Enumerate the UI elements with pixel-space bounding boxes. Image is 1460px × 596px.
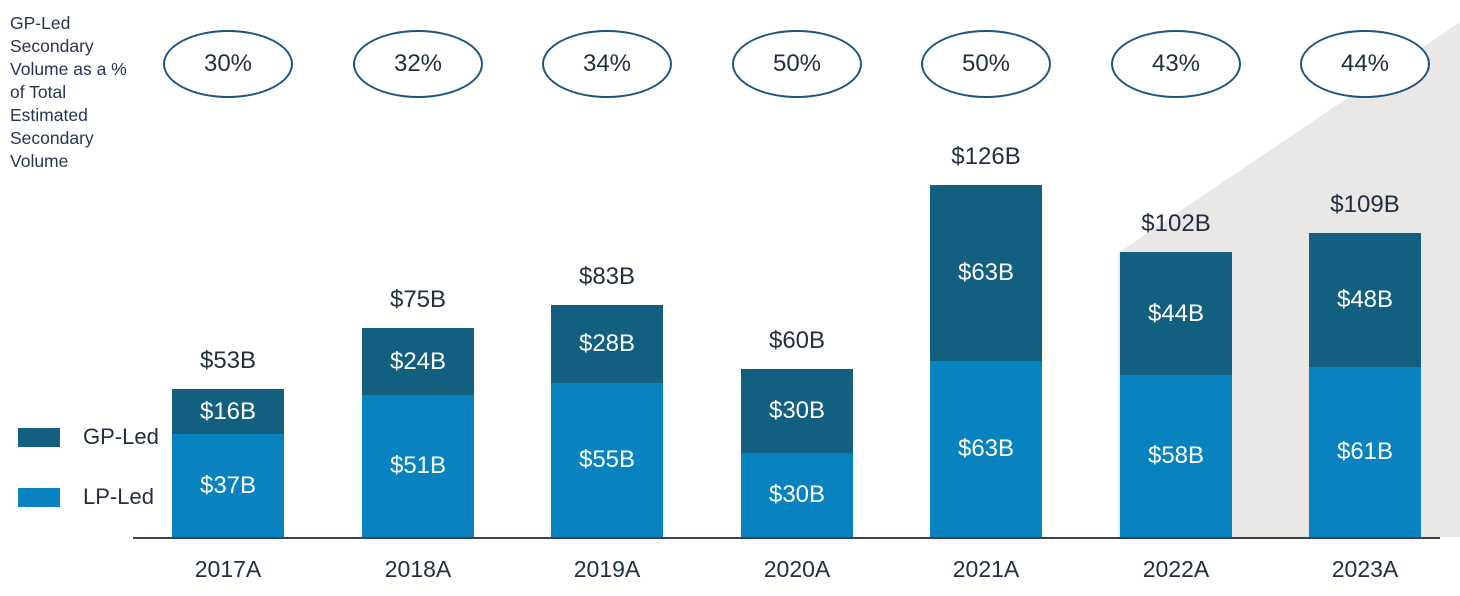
- bar-total-label: $75B: [389, 286, 447, 313]
- lp-segment-value-label: $30B: [768, 481, 826, 508]
- x-axis-tick-label: 2018A: [384, 556, 452, 582]
- gp-segment-value-label: $16B: [199, 397, 257, 425]
- gp-led-swatch: [18, 427, 60, 447]
- gp-share-oval: 50%: [921, 30, 1051, 98]
- legend: GP-Led LP-Led: [18, 424, 159, 546]
- gp-segment-value-label: $63B: [957, 259, 1015, 286]
- gp-share-oval: 30%: [163, 30, 293, 98]
- gp-segment-value-label: $44B: [1147, 299, 1205, 327]
- gp-segment-value-label: $48B: [1336, 286, 1394, 313]
- gp-segment-value-label: $24B: [389, 347, 447, 375]
- lp-segment-value-label: $37B: [199, 471, 257, 499]
- x-axis-tick-label: 2017A: [194, 556, 262, 582]
- x-axis-tick-label: 2019A: [573, 556, 641, 582]
- x-axis-tick-label: 2020A: [763, 556, 831, 582]
- lp-led-bar-segment: $37B: [172, 434, 284, 537]
- lp-segment-value-label: $51B: [389, 452, 447, 479]
- gp-led-bar-segment: $16B: [172, 389, 284, 434]
- lp-led-swatch: [18, 487, 60, 507]
- x-axis-tick-label: 2023A: [1331, 556, 1399, 582]
- gp-led-bar-segment: $30B: [741, 369, 853, 453]
- x-axis-tick-label: 2022A: [1142, 556, 1210, 582]
- bar-total-label: $53B: [199, 347, 257, 374]
- gp-led-bar-segment: $28B: [551, 305, 663, 383]
- bar-total-label: $109B: [1330, 191, 1400, 218]
- legend-item-lp-led: LP-Led: [18, 484, 159, 509]
- gp-share-oval: 34%: [542, 30, 672, 98]
- lp-led-bar-segment: $55B: [551, 383, 663, 537]
- gp-share-oval: 43%: [1111, 30, 1241, 98]
- gp-share-oval: 32%: [353, 30, 483, 98]
- legend-item-gp-led: GP-Led: [18, 424, 159, 449]
- lp-led-bar-segment: $51B: [362, 395, 474, 537]
- lp-led-legend-label: LP-Led: [83, 484, 154, 509]
- lp-segment-value-label: $63B: [957, 435, 1015, 462]
- lp-segment-value-label: $55B: [578, 446, 636, 473]
- gp-segment-value-label: $28B: [578, 330, 636, 357]
- bar-total-label: $126B: [951, 143, 1021, 170]
- gp-share-oval: 44%: [1300, 30, 1430, 98]
- gp-segment-value-label: $30B: [768, 397, 826, 424]
- gp-led-bar-segment: $48B: [1309, 233, 1421, 367]
- bar-total-label: $102B: [1141, 210, 1211, 237]
- gp-led-bar-segment: $44B: [1120, 252, 1232, 375]
- gp-led-bar-segment: $24B: [362, 328, 474, 395]
- bar-total-label: $83B: [578, 263, 636, 290]
- gp-led-legend-label: GP-Led: [83, 424, 159, 449]
- lp-segment-value-label: $58B: [1147, 442, 1205, 469]
- lp-led-bar-segment: $58B: [1120, 375, 1232, 537]
- lp-led-bar-segment: $30B: [741, 453, 853, 537]
- lp-led-bar-segment: $61B: [1309, 367, 1421, 537]
- lp-led-bar-segment: $63B: [930, 361, 1042, 537]
- gp-share-oval: 50%: [732, 30, 862, 98]
- x-axis-line: [133, 537, 1440, 539]
- y-axis-description: GP-Led Secondary Volume as a % of Total …: [10, 13, 127, 171]
- gp-led-bar-segment: $63B: [930, 185, 1042, 361]
- x-axis-tick-label: 2021A: [952, 556, 1020, 582]
- lp-segment-value-label: $61B: [1336, 438, 1394, 465]
- bar-total-label: $60B: [768, 327, 826, 354]
